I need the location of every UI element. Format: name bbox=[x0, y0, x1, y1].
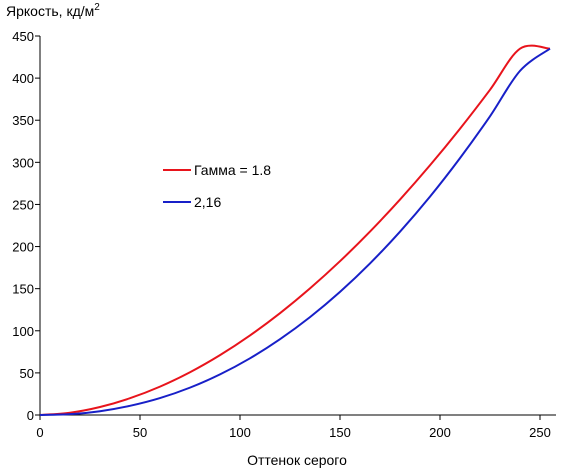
y-axis-title: Яркость, кд/м2 bbox=[6, 2, 100, 19]
x-axis-title: Оттенок серого bbox=[247, 452, 347, 468]
series-layer bbox=[39, 44, 551, 416]
x-tick-label: 0 bbox=[36, 425, 43, 440]
x-tick-label: 50 bbox=[133, 425, 147, 440]
x-tick-label: 250 bbox=[529, 425, 551, 440]
legend: Гамма = 1.8 2,16 bbox=[163, 162, 271, 210]
legend-label-2: 2,16 bbox=[194, 194, 221, 210]
legend-label-1: Гамма = 1.8 bbox=[194, 162, 271, 178]
series-line-2 bbox=[39, 47, 551, 416]
y-tick-label: 150 bbox=[12, 282, 34, 297]
x-tick-label: 100 bbox=[229, 425, 251, 440]
y-tick-label: 50 bbox=[20, 366, 34, 381]
y-tick-label: 100 bbox=[12, 324, 34, 339]
y-tick-label: 200 bbox=[12, 240, 34, 255]
x-tick-label: 200 bbox=[429, 425, 451, 440]
y-tick-label: 450 bbox=[12, 29, 34, 44]
y-tick-label: 400 bbox=[12, 71, 34, 86]
y-tick-label: 350 bbox=[12, 113, 34, 128]
series-line-1 bbox=[39, 44, 551, 416]
x-tick-label: 150 bbox=[329, 425, 351, 440]
y-tick-label: 300 bbox=[12, 155, 34, 170]
x-axis: 0 50 100 150 200 250 bbox=[36, 414, 556, 440]
y-axis: 0 50 100 150 200 250 300 350 400 450 bbox=[12, 29, 41, 423]
y-tick-label: 0 bbox=[27, 408, 34, 423]
y-tick-label: 250 bbox=[12, 197, 34, 212]
